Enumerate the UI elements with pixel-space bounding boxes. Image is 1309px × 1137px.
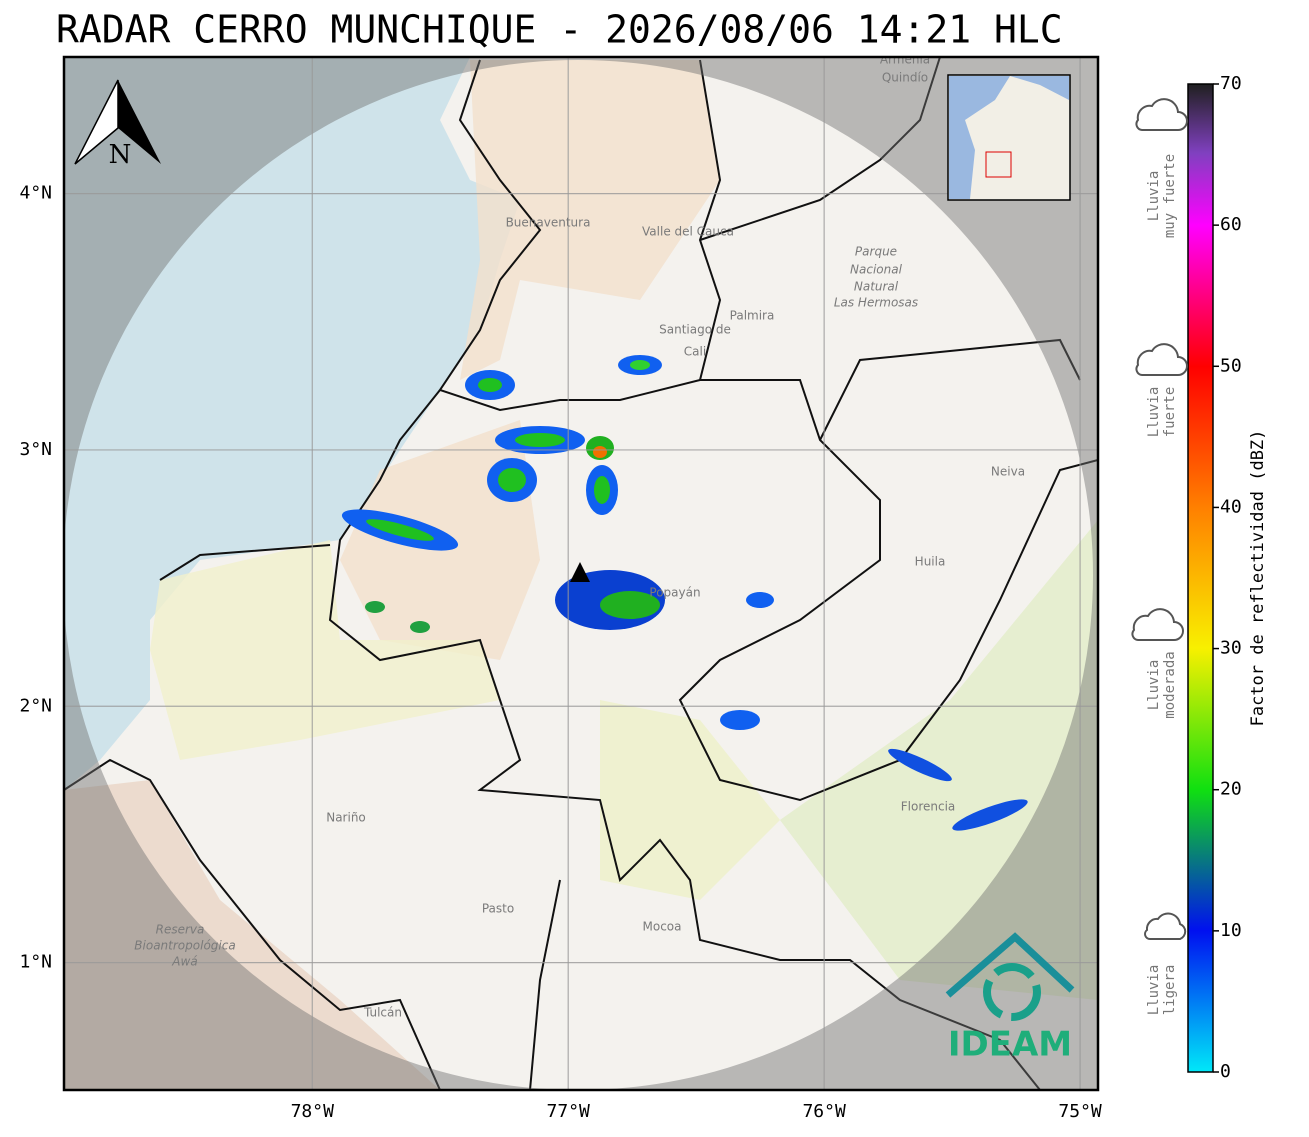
- place-label: Las Hermosas: [834, 296, 918, 310]
- map-frame: [62, 55, 1100, 1092]
- north-label: N: [109, 140, 132, 170]
- place-label: Bioantropológica: [134, 939, 235, 953]
- lon-label: 76°W: [802, 1101, 846, 1122]
- graticule: [64, 57, 1098, 1090]
- colorbar: [1187, 83, 1214, 1073]
- place-label: Pasto: [482, 902, 514, 916]
- lon-label: 75°W: [1058, 1101, 1102, 1122]
- title: RADAR CERRO MUNCHIQUE - 2026/08/06 14:21…: [56, 8, 1063, 52]
- lon-label: 77°W: [547, 1101, 591, 1122]
- place-labels: Buenaventura Valle del Cauca PalmiraSantia…: [134, 53, 1025, 1020]
- place-label: Valle del Cauca: [642, 225, 734, 239]
- colorbar-tick-label: 40: [1220, 496, 1242, 517]
- rain-class-label: Lluvia: [1146, 965, 1162, 1016]
- radar-site: [570, 562, 590, 582]
- place-label: Santiago de: [659, 323, 731, 337]
- lon-label: 78°W: [291, 1101, 335, 1122]
- region: [780, 520, 1098, 1000]
- sea: [64, 57, 520, 790]
- lat-label: 4°N: [19, 183, 52, 204]
- axis-labels: 78°W 77°W 76°W 75°W 1°N 2°N 3°N 4°N: [19, 183, 1101, 1122]
- place-label: Palmira: [730, 309, 775, 323]
- colorbar-tick-label: 30: [1220, 638, 1242, 659]
- place-label: Popayán: [649, 586, 700, 600]
- region: [460, 60, 720, 380]
- place-label: Awá: [171, 955, 197, 969]
- place-label: Nariño: [326, 811, 366, 825]
- place-label: Tulcán: [363, 1006, 402, 1020]
- place-label: Armenia: [880, 53, 930, 67]
- place-label: Natural: [854, 280, 899, 294]
- radar-echoes: [341, 355, 1028, 831]
- place-label: Florencia: [901, 800, 956, 814]
- lat-label: 2°N: [19, 695, 52, 716]
- rain-class-label: muy fuerte: [1162, 154, 1178, 238]
- map: Buenaventura Valle del Cauca PalmiraSantia…: [64, 53, 1098, 1090]
- colorbar-label: Factor de reflectividad (dBZ): [1248, 430, 1268, 727]
- logo: IDEAM: [945, 932, 1075, 1065]
- rain-class-label: moderada: [1162, 651, 1178, 718]
- lat-label: 1°N: [19, 952, 52, 973]
- region: [64, 780, 440, 1090]
- place-label: Cali: [684, 345, 706, 359]
- rain-class-label: Lluvia: [1146, 387, 1162, 438]
- logo-text: IDEAM: [948, 1025, 1072, 1065]
- colorbar-tick-label: 50: [1220, 355, 1242, 376]
- north-arrow: N: [74, 79, 161, 170]
- place-label: Quindío: [882, 71, 928, 85]
- place-label: Nacional: [850, 263, 903, 277]
- place-label: Huila: [915, 555, 946, 569]
- place-label: Buenaventura: [506, 216, 591, 230]
- place-label: Mocoa: [643, 920, 682, 934]
- colorbar-ticks: 0 10 20 30 40 50 60 70: [1213, 73, 1242, 1082]
- rain-class-label: Lluvia: [1146, 171, 1162, 222]
- rain-class-label: Lluvia: [1146, 660, 1162, 711]
- colorbar-tick-label: 60: [1220, 214, 1242, 235]
- lat-label: 3°N: [19, 439, 52, 460]
- colorbar-tick-label: 70: [1220, 73, 1242, 94]
- rain-class-label: fuerte: [1162, 387, 1178, 438]
- colorbar-tick-label: 10: [1220, 920, 1242, 941]
- place-label: Reserva: [156, 923, 205, 937]
- region: [600, 700, 780, 900]
- region: [150, 540, 500, 760]
- place-label: Parque: [855, 245, 897, 259]
- colorbar-tick-label: 0: [1220, 1061, 1231, 1082]
- place-label: Neiva: [991, 465, 1025, 479]
- rain-class-label: ligera: [1162, 965, 1178, 1016]
- inset-map: [947, 74, 1071, 201]
- borders: [64, 57, 1098, 1090]
- colorbar-tick-label: 20: [1220, 779, 1242, 800]
